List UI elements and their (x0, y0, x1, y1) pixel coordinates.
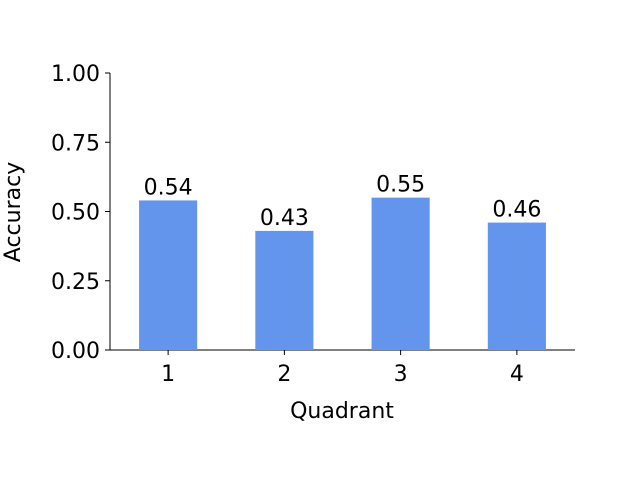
bar (371, 197, 430, 350)
x-tick-label: 4 (510, 362, 524, 387)
value-label: 0.55 (376, 173, 425, 198)
bar (487, 222, 546, 350)
bar (255, 230, 314, 350)
y-tick-label: 0.50 (51, 201, 100, 226)
value-label: 0.43 (260, 206, 309, 231)
bar (139, 200, 198, 350)
x-tick-label: 2 (277, 362, 291, 387)
y-tick-label: 0.75 (51, 131, 100, 156)
y-axis-label: Accuracy (1, 162, 26, 262)
x-tick-label: 1 (161, 362, 175, 387)
x-tick-label: 3 (394, 362, 408, 387)
y-tick-label: 0.25 (51, 270, 100, 295)
x-axis-label: Quadrant (290, 399, 394, 424)
value-label: 0.54 (144, 175, 193, 200)
y-tick-label: 1.00 (51, 62, 100, 87)
y-tick-label: 0.00 (51, 339, 100, 364)
value-label: 0.46 (492, 198, 541, 223)
